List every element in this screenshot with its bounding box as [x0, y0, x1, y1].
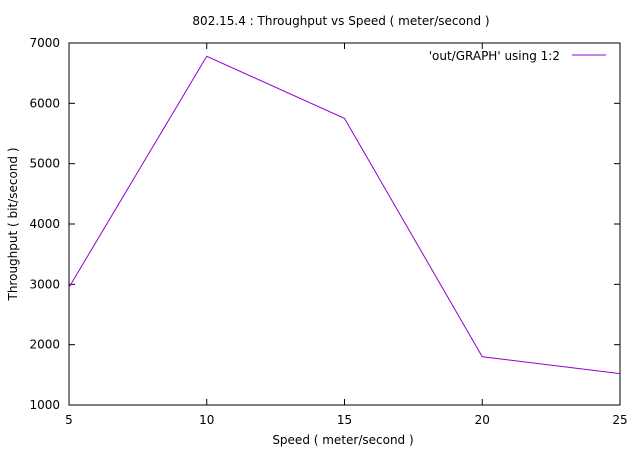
y-tick-label: 7000: [29, 36, 60, 50]
series-line: [68, 55, 621, 375]
y-tick-label: 2000: [29, 338, 60, 352]
x-axis-label: Speed ( meter/second ): [272, 433, 413, 447]
y-axis: 1000 2000 3000 4000 5000 6000 7000: [29, 36, 620, 412]
chart-title: 802.15.4 : Throughput vs Speed ( meter/s…: [192, 14, 489, 28]
x-tick-label: 25: [612, 413, 627, 427]
y-tick-label: 4000: [29, 217, 60, 231]
x-tick-label: 15: [337, 413, 352, 427]
x-tick-label: 10: [199, 413, 214, 427]
y-tick-label: 1000: [29, 398, 60, 412]
x-tick-label: 5: [65, 413, 73, 427]
legend: 'out/GRAPH' using 1:2: [429, 49, 606, 63]
y-axis-label: Throughput ( bit/second ): [6, 147, 20, 301]
y-tick-label: 3000: [29, 277, 60, 291]
x-tick-label: 20: [475, 413, 490, 427]
legend-label: 'out/GRAPH' using 1:2: [429, 49, 560, 63]
y-tick-label: 5000: [29, 157, 60, 171]
series-layer: [68, 55, 621, 375]
plot-frame: [68, 42, 621, 406]
y-tick-label: 6000: [29, 96, 60, 110]
x-axis: 5 10 15 20 25: [65, 43, 628, 427]
